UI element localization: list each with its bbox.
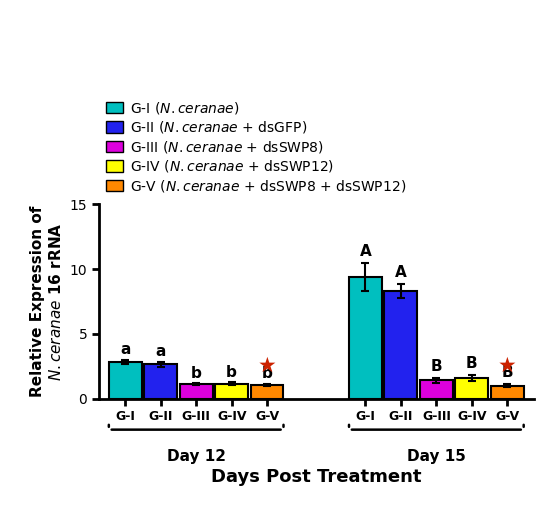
Bar [251,385,283,399]
Bar [215,384,248,399]
Bar [455,378,488,399]
Bar [420,381,453,399]
Text: ★: ★ [258,356,277,376]
Legend: G-I ($\it{N. ceranae}$), G-II ($\it{N. ceranae}$ + dsGFP), G-III ($\it{N. cerana: G-I ($\it{N. ceranae}$), G-II ($\it{N. c… [106,100,406,194]
Y-axis label: Relative Expression of
$\it{N. ceranae}$ 16 rRNA: Relative Expression of $\it{N. ceranae}$… [30,206,64,397]
Text: A: A [395,265,407,280]
Text: a: a [156,344,166,359]
Text: B: B [431,359,442,374]
Text: b: b [226,365,237,380]
Text: a: a [120,342,130,357]
Bar [349,277,382,399]
Text: A: A [360,244,371,259]
Bar [144,364,177,399]
Bar [109,362,141,399]
Bar [384,291,417,399]
X-axis label: Days Post Treatment: Days Post Treatment [211,468,421,486]
Text: b: b [262,366,273,381]
Text: B: B [466,356,477,371]
Bar [491,386,524,399]
Text: b: b [191,366,202,381]
Text: B: B [502,365,513,380]
Bar [180,384,212,399]
Text: ★: ★ [498,356,516,376]
Text: Day 15: Day 15 [407,449,466,464]
Text: Day 12: Day 12 [167,449,226,464]
